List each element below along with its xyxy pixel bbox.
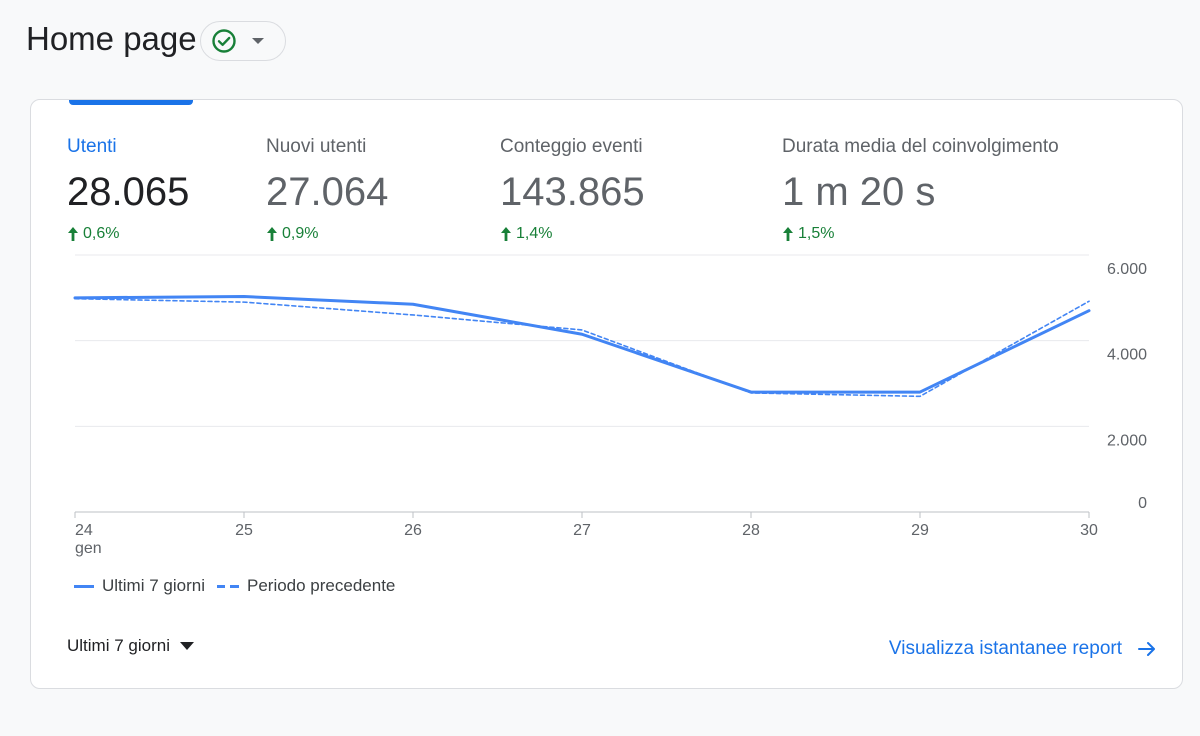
caret-down-icon	[179, 642, 194, 650]
legend-label: Ultimi 7 giorni	[102, 576, 205, 595]
x-tick-label: 29	[911, 522, 929, 539]
x-tick-label: 27	[573, 522, 591, 539]
chart-legend: Ultimi 7 giorni Periodo precedente	[74, 576, 395, 596]
metric-change-value: 1,4%	[516, 225, 553, 242]
metric-value: 1 m 20 s	[782, 170, 936, 214]
metric-change: 1,5%	[782, 225, 1059, 243]
x-tick-label: 28	[742, 522, 760, 539]
check-circle-icon	[212, 29, 236, 53]
x-tick-label: 24	[75, 522, 93, 539]
date-range-label: Ultimi 7 giorni	[67, 636, 170, 655]
metric-value: 143.865	[500, 170, 645, 214]
legend-item-previous[interactable]: Periodo precedente	[216, 576, 396, 596]
metric-tab-utenti[interactable]: Utenti 28.065 0,6%	[67, 136, 189, 243]
series-line-previous	[74, 297, 1090, 398]
arrow-up-icon	[501, 227, 511, 241]
metric-value: 27.064	[266, 170, 389, 214]
x-tick-sublabel: gen	[75, 540, 102, 557]
arrow-up-icon	[267, 227, 277, 241]
active-tab-indicator	[69, 100, 193, 105]
arrow-up-icon	[783, 227, 793, 241]
metric-label: Durata media del coinvolgimento	[782, 136, 1059, 157]
x-tick-label: 30	[1080, 522, 1098, 539]
series-line-current	[73, 295, 1091, 394]
arrow-right-icon	[1138, 642, 1155, 656]
metric-change-value: 0,9%	[282, 225, 319, 242]
metric-change: 0,6%	[67, 225, 189, 243]
metric-change: 0,9%	[266, 225, 388, 243]
metric-tab-durata-media[interactable]: Durata media del coinvolgimento 1 m 20 s…	[782, 136, 1059, 243]
arrow-up-icon	[68, 227, 78, 241]
metric-tab-nuovi-utenti[interactable]: Nuovi utenti 27.064 0,9%	[266, 136, 388, 243]
y-tick-label: 6.000	[1107, 261, 1147, 278]
page-title-text: Home page	[26, 20, 197, 57]
x-tick-label: 25	[235, 522, 253, 539]
view-report-snapshot-link[interactable]: Visualizza istantanee report	[889, 638, 1156, 660]
line-chart: 6.000 4.000 2.000 0 24 25 26 27 28 29 30 gen	[73, 254, 1147, 557]
metric-label: Nuovi utenti	[266, 136, 367, 157]
overview-card: Utenti 28.065 0,6% Nuovi utenti 27.064 0…	[30, 99, 1183, 689]
y-tick-label: 4.000	[1107, 347, 1147, 364]
caret-down-icon	[252, 38, 264, 44]
metric-change-value: 1,5%	[798, 225, 835, 242]
legend-item-current[interactable]: Ultimi 7 giorni	[74, 576, 205, 596]
date-range-dropdown[interactable]: Ultimi 7 giorni	[67, 636, 194, 656]
x-tick-label: 26	[404, 522, 422, 539]
legend-dashed-swatch	[216, 584, 239, 588]
metric-value: 28.065	[67, 170, 190, 214]
legend-solid-swatch	[74, 584, 94, 588]
legend-label: Periodo precedente	[246, 576, 396, 595]
metric-change: 1,4%	[500, 225, 645, 243]
y-tick-label: 0	[1138, 495, 1147, 512]
page-title: Home page	[26, 20, 197, 58]
metric-change-value: 0,6%	[83, 225, 120, 242]
status-dropdown-button[interactable]	[200, 21, 286, 61]
metric-tab-conteggio-eventi[interactable]: Conteggio eventi 143.865 1,4%	[500, 136, 645, 243]
metric-label: Conteggio eventi	[500, 136, 643, 157]
metric-label: Utenti	[67, 136, 117, 157]
report-link-label: Visualizza istantanee report	[888, 638, 1122, 659]
y-tick-label: 2.000	[1107, 432, 1147, 449]
